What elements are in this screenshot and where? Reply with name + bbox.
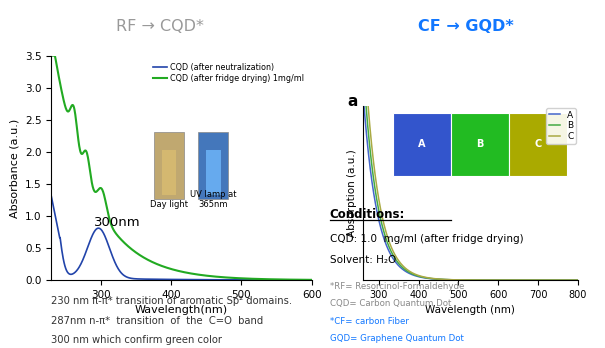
Text: a: a: [348, 94, 358, 109]
Text: Conditions:: Conditions:: [330, 207, 405, 221]
Bar: [451, 113, 509, 176]
A: [574, 278, 581, 282]
CQD (after fridge drying) 1mg/ml: [201, 274, 208, 278]
C: [574, 278, 581, 282]
B: [359, 75, 367, 79]
Bar: [393, 113, 451, 176]
Line: CQD (after fridge drying) 1mg/ml: CQD (after fridge drying) 1mg/ml: [51, 56, 312, 280]
CQD (after fridge drying) 1mg/ml: [221, 275, 229, 279]
A: [457, 278, 464, 282]
C: [359, 75, 367, 79]
C: [486, 278, 493, 282]
Text: 300 nm which confirm green color: 300 nm which confirm green color: [51, 335, 223, 345]
CQD (after neutralization): [94, 226, 101, 230]
CQD (after neutralization): [48, 195, 55, 199]
CQD (after neutralization): [244, 278, 251, 282]
Text: Solvent: H₂O: Solvent: H₂O: [330, 255, 396, 265]
B: [457, 278, 464, 282]
Bar: [509, 113, 567, 176]
Text: GQD= Graphene Quantum Dot: GQD= Graphene Quantum Dot: [330, 334, 463, 343]
A: [414, 275, 422, 279]
CQD (after neutralization): [115, 267, 122, 271]
Y-axis label: Absorbance (a.u.): Absorbance (a.u.): [10, 118, 19, 218]
CQD (after neutralization): [166, 277, 173, 282]
CQD (after fridge drying) 1mg/ml: [166, 266, 173, 270]
Text: A: A: [418, 140, 426, 149]
Bar: [206, 150, 220, 195]
X-axis label: Wavelength(nm): Wavelength(nm): [135, 306, 228, 315]
B: [521, 278, 528, 282]
A: [521, 278, 528, 282]
B: [414, 274, 422, 278]
Text: *CF= carbon Fiber: *CF= carbon Fiber: [330, 317, 408, 326]
A: [486, 278, 493, 282]
X-axis label: Wavelength (nm): Wavelength (nm): [425, 306, 515, 315]
CQD (after neutralization): [308, 278, 315, 282]
Text: 300nm: 300nm: [94, 216, 141, 229]
Text: Day light: Day light: [150, 200, 188, 209]
C: [457, 278, 464, 282]
Text: CF → GQD*: CF → GQD*: [418, 19, 514, 34]
C: [503, 278, 510, 282]
Legend: A, B, C: A, B, C: [546, 108, 576, 144]
C: [414, 273, 422, 277]
CQD (after fridge drying) 1mg/ml: [308, 278, 315, 282]
Legend: CQD (after neutralization), CQD (after fridge drying) 1mg/ml: CQD (after neutralization), CQD (after f…: [149, 60, 307, 86]
Y-axis label: Absorption (a.u.): Absorption (a.u.): [347, 149, 358, 237]
Line: CQD (after neutralization): CQD (after neutralization): [51, 197, 312, 280]
Text: 287nm n-π*  transition  of  the  C=O  band: 287nm n-π* transition of the C=O band: [51, 316, 264, 326]
Bar: [198, 132, 228, 199]
Text: C: C: [534, 140, 541, 149]
CQD (after fridge drying) 1mg/ml: [48, 54, 55, 58]
A: [359, 91, 367, 95]
Text: RF → CQD*: RF → CQD*: [116, 19, 204, 34]
C: [397, 262, 405, 266]
A: [503, 278, 510, 282]
B: [503, 278, 510, 282]
Text: *RF= Resorcinol-Formaldehyde: *RF= Resorcinol-Formaldehyde: [330, 282, 464, 291]
Text: CQD= Carbon Quantum Dot: CQD= Carbon Quantum Dot: [330, 299, 451, 308]
Bar: [162, 150, 176, 195]
A: [397, 266, 405, 270]
CQD (after fridge drying) 1mg/ml: [244, 277, 251, 281]
Line: A: A: [363, 93, 578, 280]
Line: C: C: [363, 77, 578, 280]
Bar: [154, 132, 184, 199]
CQD (after neutralization): [221, 278, 229, 282]
B: [397, 264, 405, 268]
CQD (after neutralization): [201, 278, 208, 282]
Text: B: B: [476, 140, 484, 149]
CQD (after fridge drying) 1mg/ml: [94, 189, 101, 193]
Text: UV lamp at
365nm: UV lamp at 365nm: [190, 190, 237, 209]
Text: CQD: 1.0  mg/ml (after fridge drying): CQD: 1.0 mg/ml (after fridge drying): [330, 234, 523, 244]
CQD (after fridge drying) 1mg/ml: [115, 234, 122, 238]
Line: B: B: [363, 77, 578, 280]
Text: 230 nm π-π* transition of aromatic Sp² domains.: 230 nm π-π* transition of aromatic Sp² d…: [51, 296, 293, 307]
C: [521, 278, 528, 282]
B: [574, 278, 581, 282]
B: [486, 278, 493, 282]
